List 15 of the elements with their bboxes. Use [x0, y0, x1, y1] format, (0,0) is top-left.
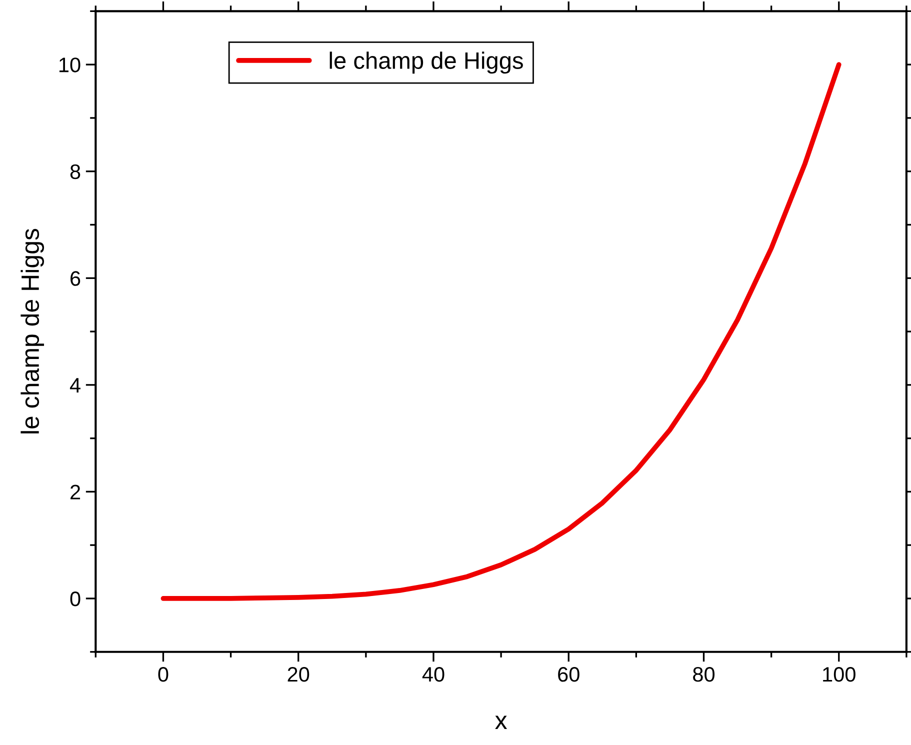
x-tick-label: 20 — [288, 667, 310, 682]
legend-label: le champ de Higgs — [330, 52, 523, 74]
x-tick-label: 100 — [823, 667, 856, 682]
x-tick-label: 40 — [422, 667, 444, 682]
x-tick-label: 60 — [558, 667, 580, 682]
x-axis-title: x — [495, 716, 508, 729]
y-tick-label: 4 — [70, 378, 80, 392]
y-tick-label: 10 — [59, 58, 80, 72]
y-tick-label: 6 — [70, 271, 80, 286]
y-axis-title: le champ de Higgs — [20, 228, 44, 434]
y-tick-label: 0 — [70, 591, 80, 606]
y-tick-label: 8 — [70, 164, 80, 180]
x-tick-label: 80 — [693, 667, 715, 682]
x-tick-label: 0 — [158, 667, 168, 682]
y-tick-label: 2 — [70, 484, 80, 500]
